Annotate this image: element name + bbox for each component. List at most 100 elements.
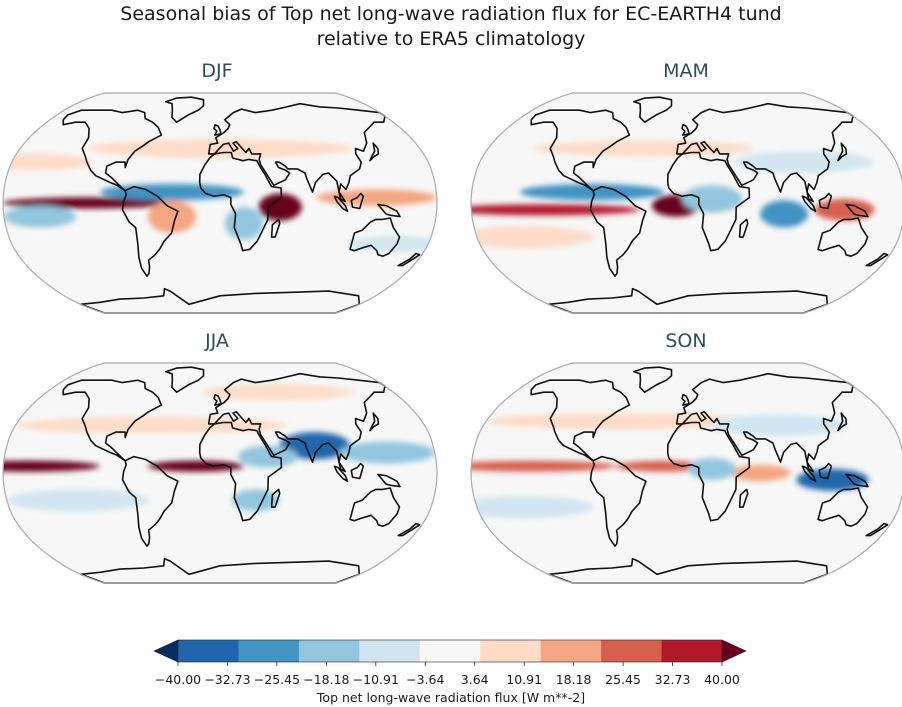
bias-anomaly <box>347 235 437 253</box>
coastline-australia <box>349 487 401 527</box>
coastline-north-america <box>62 379 163 462</box>
colorbar-extend-high <box>721 639 747 663</box>
colorbar-tick-label: 18.18 <box>555 672 592 687</box>
coastline-greenland <box>165 366 205 393</box>
bias-anomaly <box>734 151 874 173</box>
bias-anomaly <box>471 460 616 472</box>
coastline-uk <box>681 123 690 136</box>
coastline-sumatra <box>801 465 817 482</box>
colorbar-frame <box>177 639 723 663</box>
bias-anomaly <box>258 193 302 221</box>
colorbar-segment <box>601 640 663 662</box>
bias-anomaly <box>471 226 595 249</box>
coastline-south-america <box>589 455 647 547</box>
bias-field <box>471 140 875 249</box>
coastline-eurasia <box>207 372 386 473</box>
bias-anomaly <box>471 496 595 519</box>
coastline-uk <box>213 123 222 136</box>
bias-anomaly <box>6 489 149 512</box>
coastline-new-guinea <box>377 203 401 218</box>
colorbar-segment <box>298 640 360 662</box>
bias-anomaly <box>224 207 263 240</box>
bias-anomaly <box>710 414 848 437</box>
figure-title-line2: relative to ERA5 climatology <box>316 28 586 50</box>
map-son <box>470 362 902 584</box>
map-border <box>2 92 438 314</box>
colorbar-tick-label: 32.73 <box>654 672 691 687</box>
bias-anomaly <box>200 384 355 400</box>
map-jja <box>2 362 438 584</box>
coastline-sumatra <box>333 465 349 482</box>
coastline-sumatra <box>801 195 817 212</box>
coastline-australia <box>349 217 401 257</box>
colorbar-segment <box>178 640 239 662</box>
colorbar-tick-label: 10.91 <box>506 672 543 687</box>
panel-title-djf: DJF <box>201 60 233 82</box>
colorbar-tick-label: 25.45 <box>605 672 641 687</box>
bias-anomaly <box>3 460 100 472</box>
coastlines <box>62 96 421 314</box>
bias-anomaly <box>760 200 809 228</box>
colorbar-tick-label: 40.00 <box>704 672 740 687</box>
coastline-japan <box>837 142 848 162</box>
colorbar-segment <box>661 640 723 662</box>
map-border <box>2 362 438 584</box>
coastline-greenland <box>633 366 673 393</box>
coastline-africa <box>666 151 751 252</box>
bias-anomaly <box>147 200 196 234</box>
coastline-eurasia <box>675 102 854 203</box>
colorbar-tick-label: −3.64 <box>406 672 445 687</box>
colorbar-segment <box>238 640 300 662</box>
colorbar-segment <box>419 640 481 662</box>
colorbar-tick-label: −10.91 <box>352 672 399 687</box>
bias-anomaly <box>3 197 172 209</box>
coastline-greenland <box>165 96 205 123</box>
map-border <box>470 362 902 584</box>
coastline-africa <box>666 421 751 522</box>
coastline-new-zealand <box>397 522 421 537</box>
coastline-borneo <box>818 192 833 210</box>
map-border <box>470 92 902 314</box>
colorbar-extend-low <box>153 639 179 663</box>
bias-anomaly <box>316 189 437 206</box>
bias-anomaly <box>688 457 737 480</box>
coastline-eurasia <box>207 102 386 203</box>
bias-anomaly <box>339 441 435 464</box>
coastline-south-america <box>121 185 179 277</box>
coastline-new-guinea <box>845 203 869 218</box>
coastline-new-zealand <box>865 522 889 537</box>
colorbar-label: Top net long-wave radiation flux [W m**-… <box>316 690 586 705</box>
colorbar-segment <box>480 640 542 662</box>
bias-field <box>3 384 435 512</box>
coastline-greenland <box>633 96 673 123</box>
coastline-madagascar <box>738 488 749 508</box>
coastline-japan <box>369 142 380 162</box>
map-djf <box>2 92 438 314</box>
coastline-new-zealand <box>865 252 889 267</box>
bias-anomaly <box>519 183 664 201</box>
colorbar-tick-label: 3.64 <box>460 672 489 687</box>
colorbar-tick-label: −32.73 <box>204 672 251 687</box>
map-mam <box>470 92 902 314</box>
bias-anomaly <box>99 183 245 201</box>
coastline-africa <box>198 421 283 522</box>
coastlines <box>530 96 889 314</box>
coastline-new-guinea <box>377 473 401 488</box>
panel-title-jja: JJA <box>205 330 229 352</box>
colorbar-segment <box>540 640 602 662</box>
coastline-borneo <box>818 462 833 480</box>
coastline-sumatra <box>333 195 349 212</box>
coastline-japan <box>369 412 380 432</box>
colorbar-tick-label: −25.45 <box>253 672 301 687</box>
bias-anomaly <box>3 205 76 228</box>
bias-anomaly <box>730 464 791 482</box>
coastline-north-america <box>62 109 163 192</box>
figure-title: Seasonal bias of Top net long-wave radia… <box>0 2 902 52</box>
coastline-uk <box>681 393 690 406</box>
coastline-north-america <box>530 109 631 192</box>
coastline-australia <box>817 217 869 257</box>
bias-anomaly <box>231 489 280 512</box>
coastline-south-america <box>121 455 179 547</box>
coastline-borneo <box>350 192 365 210</box>
